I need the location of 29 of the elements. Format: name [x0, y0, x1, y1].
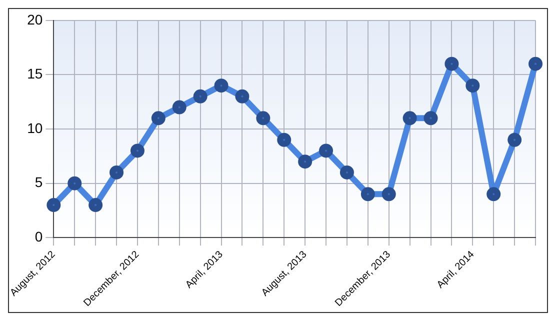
- point: [382, 187, 396, 202]
- point: [214, 78, 228, 93]
- point: [46, 198, 61, 212]
- point: [110, 165, 124, 180]
- point: [151, 111, 166, 126]
- point: [508, 132, 522, 147]
- point: [424, 111, 438, 126]
- point: [466, 78, 480, 93]
- point: [528, 56, 543, 71]
- y-tick-label: 20: [27, 11, 43, 28]
- point: [88, 198, 103, 212]
- point: [130, 144, 144, 158]
- y-tick-label: 15: [27, 66, 43, 82]
- point: [319, 144, 334, 158]
- point: [256, 111, 270, 126]
- point: [172, 100, 186, 114]
- point: [444, 56, 459, 71]
- point: [298, 154, 312, 169]
- y-tick-label: 0: [34, 228, 43, 244]
- point: [486, 187, 501, 202]
- point: [193, 89, 208, 104]
- point: [402, 111, 417, 126]
- y-tick-label: 10: [27, 120, 43, 136]
- point: [360, 187, 375, 202]
- point: [235, 89, 250, 104]
- point: [340, 165, 354, 180]
- point: [68, 176, 82, 190]
- y-tick-label: 5: [34, 174, 43, 190]
- point: [277, 132, 292, 147]
